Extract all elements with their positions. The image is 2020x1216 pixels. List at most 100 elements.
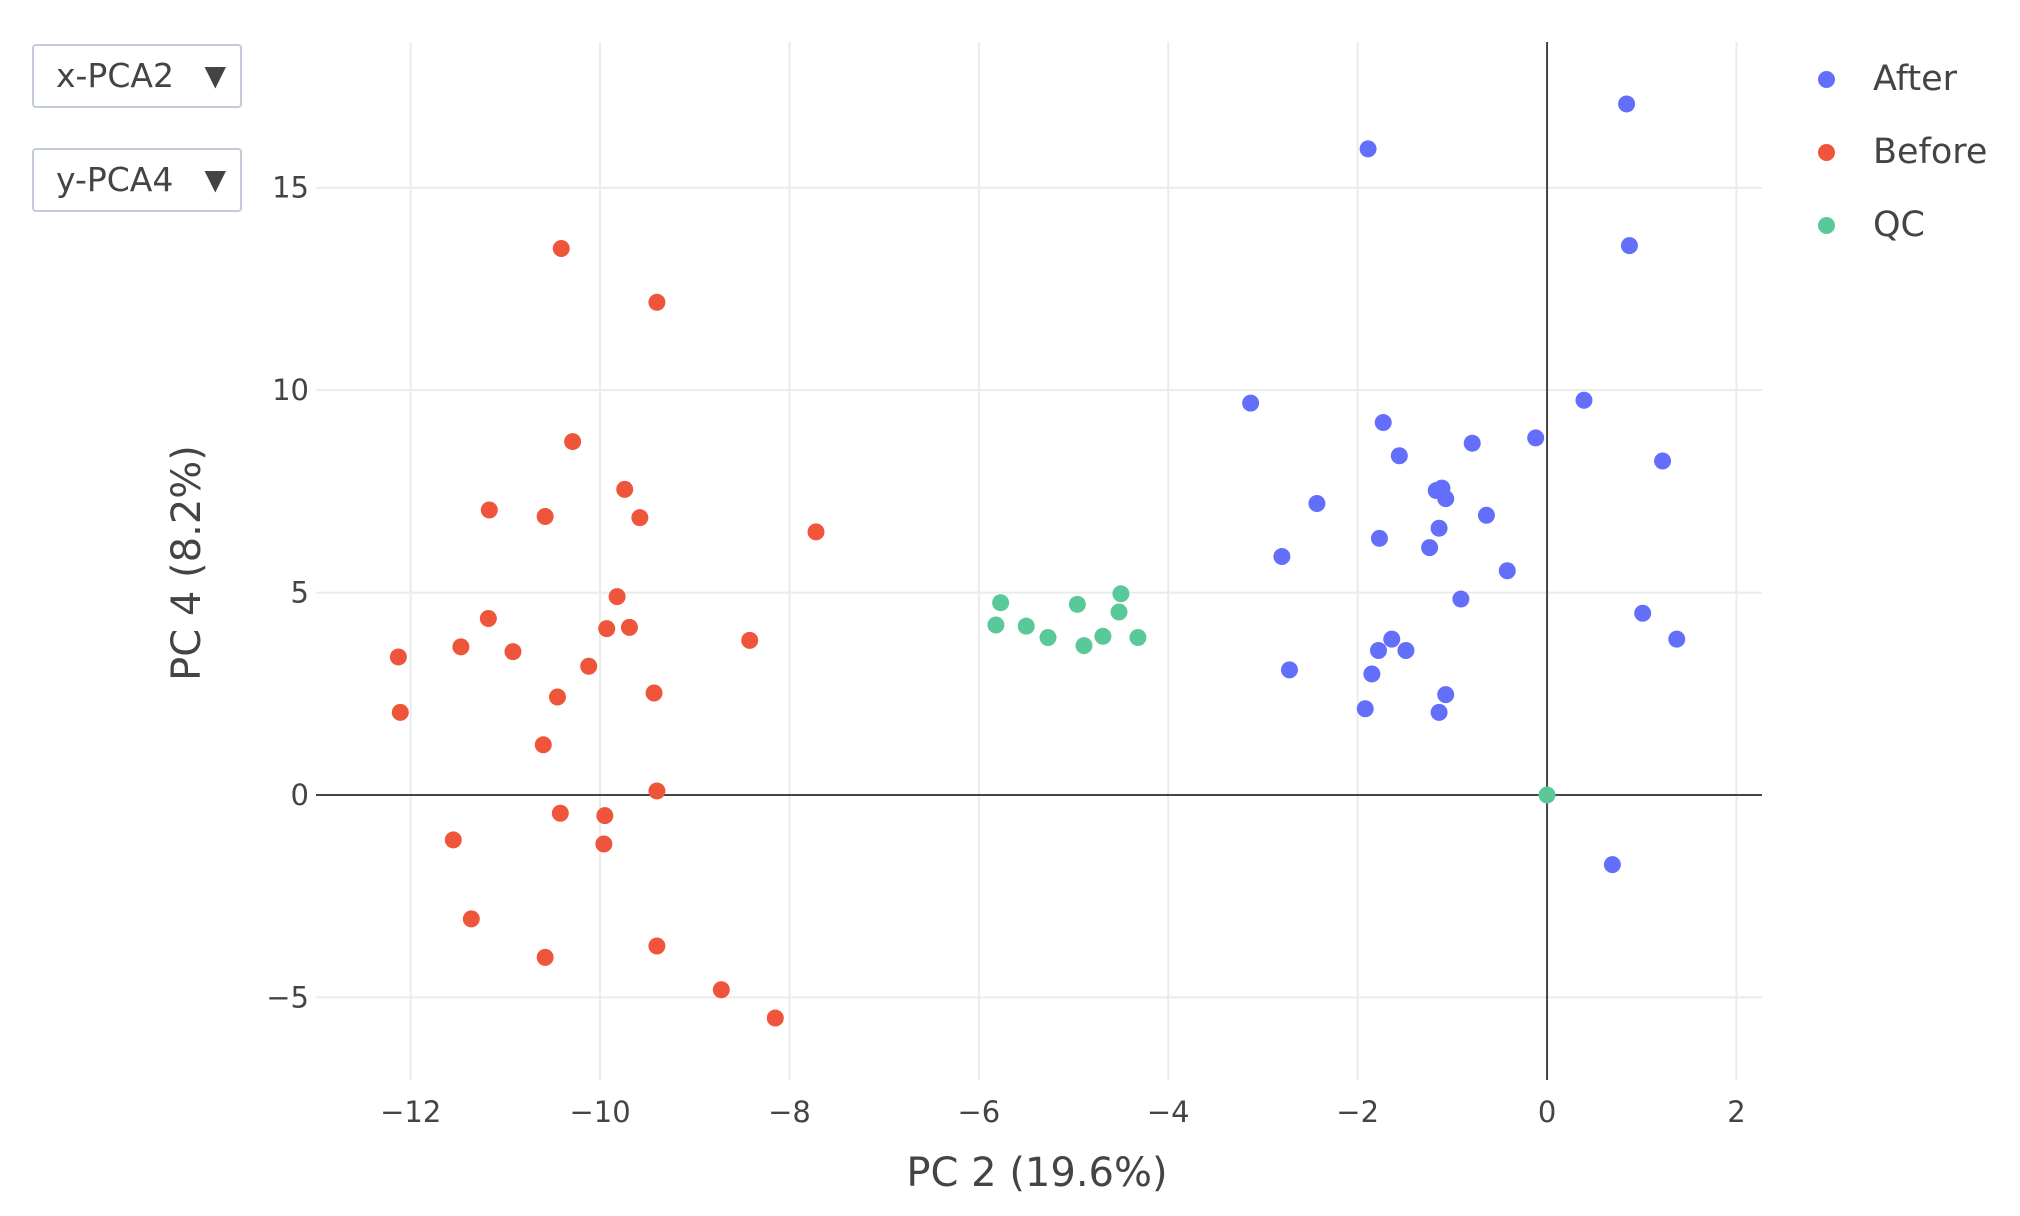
- point-before[interactable]: [551, 804, 569, 822]
- zero-lines: [316, 42, 1762, 1080]
- point-after[interactable]: [1452, 590, 1470, 608]
- x-tick-label: 2: [1727, 1095, 1745, 1129]
- point-before[interactable]: [536, 507, 554, 525]
- point-before[interactable]: [620, 618, 638, 636]
- y-axis-ticks: −5 0 5 10 15: [266, 171, 309, 1015]
- point-after[interactable]: [1280, 661, 1298, 679]
- point-after[interactable]: [1397, 641, 1415, 659]
- x-dropdown-label: x-PCA2: [56, 56, 174, 95]
- point-after[interactable]: [1634, 604, 1652, 622]
- point-before[interactable]: [564, 433, 582, 451]
- point-before[interactable]: [608, 588, 626, 606]
- point-after[interactable]: [1430, 703, 1448, 721]
- legend-label: Before: [1873, 132, 1988, 172]
- point-before[interactable]: [807, 523, 825, 541]
- y-axis-dropdown[interactable]: y-PCA4 ▼: [32, 148, 242, 212]
- point-after[interactable]: [1618, 95, 1636, 113]
- point-after[interactable]: [1620, 237, 1638, 255]
- point-after[interactable]: [1437, 686, 1455, 704]
- point-after[interactable]: [1668, 630, 1686, 648]
- legend-marker-icon: [1818, 216, 1835, 234]
- point-after[interactable]: [1390, 447, 1408, 465]
- point-before[interactable]: [534, 736, 552, 754]
- point-after[interactable]: [1383, 630, 1401, 648]
- x-axis-title: PC 2 (19.6%): [906, 1150, 1167, 1196]
- x-tick-label: −6: [957, 1095, 1000, 1129]
- point-after[interactable]: [1421, 539, 1439, 557]
- point-before[interactable]: [452, 638, 470, 656]
- point-before[interactable]: [552, 239, 570, 257]
- y-tick-label: 15: [272, 171, 309, 205]
- point-qc[interactable]: [1039, 629, 1057, 647]
- x-tick-label: 0: [1538, 1095, 1556, 1129]
- point-after[interactable]: [1527, 429, 1545, 447]
- point-qc[interactable]: [1094, 627, 1112, 645]
- point-before[interactable]: [444, 831, 462, 849]
- point-before[interactable]: [389, 648, 407, 666]
- point-after[interactable]: [1356, 700, 1374, 718]
- point-qc[interactable]: [1075, 637, 1093, 655]
- x-tick-label: −8: [768, 1095, 811, 1129]
- x-tick-label: −2: [1336, 1095, 1379, 1129]
- point-after[interactable]: [1363, 665, 1381, 683]
- point-before[interactable]: [479, 609, 497, 627]
- x-axis-dropdown[interactable]: x-PCA2 ▼: [32, 44, 242, 108]
- point-before[interactable]: [548, 688, 566, 706]
- y-tick-label: 0: [291, 778, 309, 812]
- point-qc[interactable]: [987, 616, 1005, 634]
- point-after[interactable]: [1308, 495, 1326, 513]
- point-before[interactable]: [536, 948, 554, 966]
- y-tick-label: 10: [272, 373, 309, 407]
- point-before[interactable]: [645, 684, 663, 702]
- point-before[interactable]: [598, 620, 616, 638]
- point-before[interactable]: [712, 981, 730, 999]
- point-before[interactable]: [391, 703, 409, 721]
- point-after[interactable]: [1370, 529, 1388, 547]
- x-tick-label: −10: [569, 1095, 630, 1129]
- point-before[interactable]: [741, 631, 759, 649]
- x-axis-ticks: −12 −10 −8 −6 −4 −2 0 2: [380, 1095, 1746, 1129]
- legend-item-after[interactable]: After: [1818, 54, 1957, 104]
- point-before[interactable]: [766, 1009, 784, 1027]
- y-dropdown-label: y-PCA4: [56, 160, 174, 199]
- point-before[interactable]: [462, 910, 480, 928]
- point-qc[interactable]: [1068, 595, 1086, 613]
- legend-marker-icon: [1818, 70, 1835, 88]
- point-before[interactable]: [648, 937, 666, 955]
- point-after[interactable]: [1369, 641, 1387, 659]
- point-before[interactable]: [596, 807, 614, 825]
- point-after[interactable]: [1273, 548, 1291, 566]
- point-after[interactable]: [1437, 490, 1455, 508]
- point-before[interactable]: [580, 657, 598, 675]
- point-after[interactable]: [1242, 394, 1260, 412]
- point-after[interactable]: [1359, 140, 1377, 158]
- caret-down-icon: ▼: [204, 59, 226, 92]
- point-before[interactable]: [648, 293, 666, 311]
- point-after[interactable]: [1430, 519, 1448, 537]
- point-before[interactable]: [480, 501, 498, 519]
- y-axis-title: PC 4 (8.2%): [164, 445, 210, 681]
- legend-item-qc[interactable]: QC: [1818, 200, 1925, 250]
- point-qc[interactable]: [1129, 629, 1147, 647]
- point-after[interactable]: [1498, 562, 1516, 580]
- point-after[interactable]: [1463, 434, 1481, 452]
- point-before[interactable]: [504, 643, 522, 661]
- point-after[interactable]: [1575, 391, 1593, 409]
- caret-down-icon: ▼: [204, 163, 226, 196]
- legend-item-before[interactable]: Before: [1818, 127, 1987, 177]
- point-qc[interactable]: [1538, 786, 1556, 804]
- point-after[interactable]: [1654, 452, 1672, 470]
- point-after[interactable]: [1603, 856, 1621, 874]
- point-before[interactable]: [595, 835, 613, 853]
- gridlines: [316, 42, 1762, 1080]
- point-qc[interactable]: [1112, 585, 1130, 603]
- point-before[interactable]: [631, 509, 649, 527]
- point-before[interactable]: [648, 782, 666, 800]
- point-before[interactable]: [616, 480, 634, 498]
- point-qc[interactable]: [1017, 617, 1035, 635]
- point-qc[interactable]: [1110, 603, 1128, 621]
- point-after[interactable]: [1374, 414, 1392, 432]
- point-qc[interactable]: [992, 594, 1010, 612]
- point-after[interactable]: [1477, 506, 1495, 524]
